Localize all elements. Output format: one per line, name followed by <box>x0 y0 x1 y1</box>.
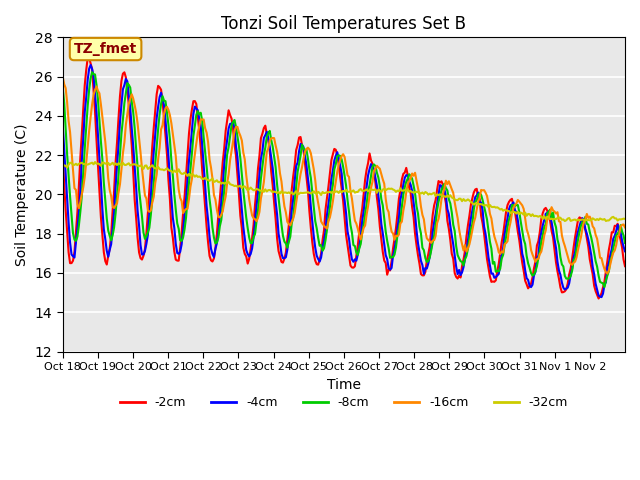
-16cm <box>618 222 626 228</box>
-32cm <box>461 198 469 204</box>
-2cm <box>621 264 629 269</box>
X-axis label: Time: Time <box>327 377 361 392</box>
-4cm <box>97 180 105 185</box>
-8cm <box>600 284 608 290</box>
Line: -8cm: -8cm <box>63 72 625 287</box>
-8cm <box>621 240 629 246</box>
Line: -16cm: -16cm <box>63 77 625 274</box>
-32cm <box>78 160 86 166</box>
-8cm <box>461 256 469 262</box>
-16cm <box>348 196 356 202</box>
Legend: -2cm, -4cm, -8cm, -16cm, -32cm: -2cm, -4cm, -8cm, -16cm, -32cm <box>115 391 573 414</box>
-8cm <box>620 232 627 238</box>
Line: -2cm: -2cm <box>63 58 625 299</box>
-4cm <box>621 248 629 254</box>
-2cm <box>545 214 552 219</box>
-2cm <box>78 132 86 137</box>
-32cm <box>97 163 105 168</box>
-16cm <box>543 216 551 222</box>
-32cm <box>621 216 629 222</box>
-2cm <box>461 248 469 254</box>
-32cm <box>59 162 67 168</box>
-8cm <box>545 209 552 215</box>
-4cm <box>598 294 605 300</box>
-2cm <box>85 55 93 60</box>
-8cm <box>78 193 86 199</box>
-4cm <box>349 259 357 264</box>
-16cm <box>621 225 629 230</box>
-8cm <box>59 85 67 91</box>
-16cm <box>59 74 67 80</box>
Text: TZ_fmet: TZ_fmet <box>74 42 137 56</box>
-8cm <box>88 70 96 75</box>
-8cm <box>349 242 357 248</box>
-16cm <box>460 248 467 253</box>
-4cm <box>545 209 552 215</box>
-2cm <box>59 151 67 157</box>
-32cm <box>349 188 357 193</box>
-8cm <box>97 138 105 144</box>
-4cm <box>87 62 95 68</box>
Title: Tonzi Soil Temperatures Set B: Tonzi Soil Temperatures Set B <box>221 15 467 33</box>
-2cm <box>620 257 627 263</box>
-32cm <box>545 214 552 220</box>
-4cm <box>78 157 86 163</box>
-2cm <box>97 214 105 220</box>
-4cm <box>461 256 469 262</box>
Line: -32cm: -32cm <box>63 162 625 221</box>
-32cm <box>561 218 569 224</box>
-2cm <box>595 296 602 301</box>
-4cm <box>59 122 67 128</box>
-16cm <box>604 271 611 276</box>
Y-axis label: Soil Temperature (C): Soil Temperature (C) <box>15 123 29 266</box>
-16cm <box>95 90 103 96</box>
Line: -4cm: -4cm <box>63 65 625 297</box>
-16cm <box>78 191 86 197</box>
-32cm <box>91 159 99 165</box>
-2cm <box>349 265 357 271</box>
-4cm <box>620 244 627 250</box>
-32cm <box>620 216 627 222</box>
